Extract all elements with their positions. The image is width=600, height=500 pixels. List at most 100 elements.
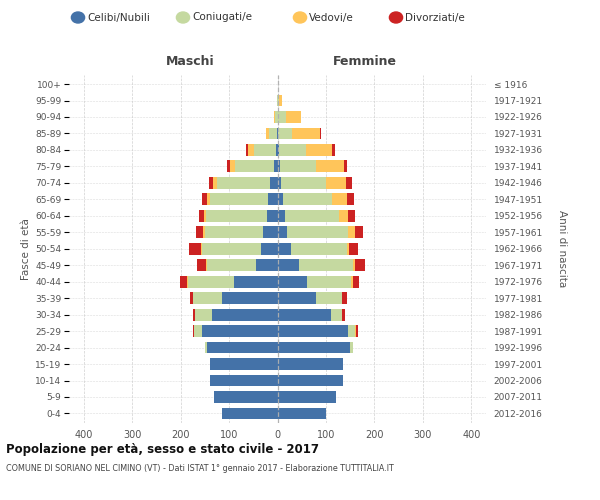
- Bar: [307, 276, 351, 287]
- Bar: [279, 144, 305, 156]
- Bar: [179, 276, 187, 287]
- Bar: [305, 144, 332, 156]
- Bar: [341, 292, 343, 304]
- Bar: [285, 210, 339, 222]
- Bar: [206, 260, 207, 271]
- Bar: [193, 308, 195, 320]
- Text: Femmine: Femmine: [333, 56, 397, 68]
- Bar: [277, 358, 343, 370]
- Bar: [217, 177, 270, 189]
- Bar: [209, 194, 268, 205]
- Bar: [277, 128, 278, 140]
- Bar: [204, 210, 206, 222]
- Bar: [207, 194, 209, 205]
- Bar: [277, 243, 291, 254]
- Bar: [277, 111, 278, 123]
- Bar: [190, 292, 193, 304]
- Bar: [212, 308, 277, 320]
- Bar: [268, 194, 277, 205]
- Bar: [205, 342, 207, 353]
- Bar: [269, 128, 277, 140]
- Bar: [187, 276, 188, 287]
- Bar: [196, 226, 203, 238]
- Bar: [230, 160, 235, 172]
- Bar: [280, 94, 282, 106]
- Bar: [348, 226, 355, 238]
- Text: Vedovi/e: Vedovi/e: [309, 12, 354, 22]
- Bar: [277, 144, 279, 156]
- Bar: [316, 292, 341, 304]
- Bar: [348, 210, 355, 222]
- Bar: [332, 144, 335, 156]
- Bar: [283, 194, 332, 205]
- Bar: [274, 160, 277, 172]
- Bar: [193, 325, 194, 337]
- Bar: [202, 243, 260, 254]
- Bar: [277, 391, 335, 403]
- Text: Celibi/Nubili: Celibi/Nubili: [87, 12, 150, 22]
- Bar: [247, 144, 248, 156]
- Bar: [292, 128, 320, 140]
- Bar: [278, 128, 292, 140]
- Bar: [274, 111, 275, 123]
- Bar: [275, 111, 277, 123]
- Bar: [280, 160, 316, 172]
- Bar: [278, 111, 286, 123]
- Bar: [277, 342, 350, 353]
- Bar: [234, 276, 277, 287]
- Bar: [277, 210, 285, 222]
- Bar: [267, 210, 277, 222]
- Bar: [193, 292, 222, 304]
- Bar: [356, 325, 358, 337]
- Bar: [277, 374, 343, 386]
- Bar: [277, 276, 307, 287]
- Bar: [202, 325, 277, 337]
- Bar: [222, 408, 277, 420]
- Bar: [207, 342, 277, 353]
- Text: COMUNE DI SORIANO NEL CIMINO (VT) - Dati ISTAT 1° gennaio 2017 - Elaborazione TU: COMUNE DI SORIANO NEL CIMINO (VT) - Dati…: [6, 464, 394, 473]
- Text: Popolazione per età, sesso e stato civile - 2017: Popolazione per età, sesso e stato civil…: [6, 442, 319, 456]
- Text: Coniugati/e: Coniugati/e: [192, 12, 252, 22]
- Bar: [320, 128, 321, 140]
- Bar: [199, 210, 204, 222]
- Bar: [209, 358, 277, 370]
- Bar: [277, 177, 281, 189]
- Bar: [286, 111, 301, 123]
- Bar: [277, 325, 348, 337]
- Bar: [355, 325, 356, 337]
- Bar: [348, 325, 355, 337]
- Bar: [254, 144, 275, 156]
- Bar: [281, 177, 326, 189]
- Bar: [355, 226, 364, 238]
- Y-axis label: Fasce di età: Fasce di età: [21, 218, 31, 280]
- Bar: [347, 243, 349, 254]
- Bar: [263, 226, 277, 238]
- Bar: [277, 260, 299, 271]
- Bar: [343, 292, 347, 304]
- Bar: [270, 177, 277, 189]
- Bar: [227, 160, 230, 172]
- Bar: [331, 308, 341, 320]
- Bar: [291, 243, 347, 254]
- Bar: [339, 210, 348, 222]
- Bar: [206, 210, 267, 222]
- Bar: [351, 276, 353, 287]
- Bar: [188, 276, 234, 287]
- Text: Divorziati/e: Divorziati/e: [405, 12, 465, 22]
- Bar: [316, 160, 344, 172]
- Bar: [189, 243, 202, 254]
- Bar: [248, 144, 254, 156]
- Bar: [260, 243, 277, 254]
- Bar: [235, 160, 274, 172]
- Bar: [194, 325, 202, 337]
- Bar: [287, 226, 348, 238]
- Bar: [209, 177, 213, 189]
- Bar: [277, 160, 280, 172]
- Bar: [275, 144, 277, 156]
- Bar: [299, 260, 353, 271]
- Bar: [209, 374, 277, 386]
- Bar: [332, 194, 347, 205]
- Bar: [277, 408, 326, 420]
- Bar: [266, 128, 269, 140]
- Bar: [355, 260, 365, 271]
